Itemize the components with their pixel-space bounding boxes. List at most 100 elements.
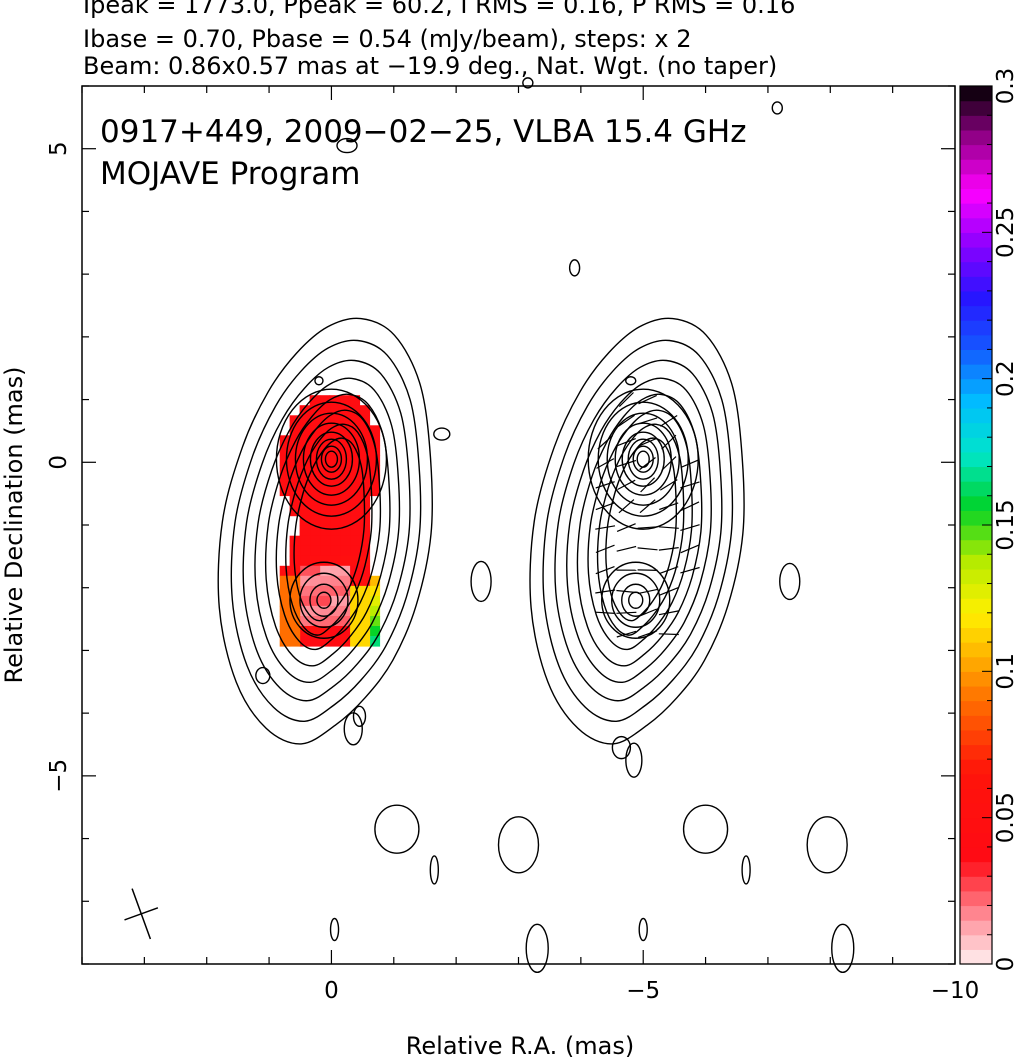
colorbar-segment — [960, 364, 992, 380]
evpa-tick — [617, 414, 635, 427]
y-tick-label: 5 — [46, 141, 72, 156]
polarization-pixel — [319, 395, 331, 406]
noise-contour — [470, 560, 492, 603]
colorbar-segment — [960, 320, 992, 336]
evpa-tick — [640, 477, 656, 493]
polarization-pixel — [369, 455, 381, 466]
colorbar-segment — [960, 642, 992, 658]
right-panel-contours — [529, 317, 745, 745]
polarization-pixel — [289, 475, 301, 487]
polarization-pixel — [299, 435, 311, 446]
core-contour — [587, 388, 699, 530]
core-contour — [324, 450, 339, 468]
x-axis-label: Relative R.A. (mas) — [406, 1032, 634, 1060]
colorbar-segment — [960, 276, 992, 292]
polarization-pixel — [309, 555, 321, 567]
polarization-pixel — [299, 595, 311, 607]
polarization-pixel — [309, 455, 321, 466]
y-tick-label: 0 — [46, 455, 72, 470]
evpa-tick — [595, 481, 615, 489]
polarization-pixel — [349, 616, 361, 627]
evpa-tick — [595, 589, 616, 594]
colorbar-segment — [960, 773, 992, 789]
colorbar-tick-label: 0.05 — [993, 792, 1019, 843]
polarization-pixel — [339, 425, 351, 436]
polarization-pixel — [299, 555, 311, 567]
polarization-pixel — [359, 475, 371, 487]
polarization-pixel — [319, 535, 331, 547]
polarization-pixel — [319, 475, 331, 487]
jet-knot-contour — [601, 561, 671, 639]
polarization-pixel — [309, 475, 321, 487]
core-contour — [636, 450, 650, 468]
polarization-pixel — [359, 616, 371, 627]
polarization-pixel — [289, 495, 301, 507]
polarization-pixel — [299, 505, 311, 517]
polarization-pixel — [299, 535, 311, 547]
evpa-tick — [680, 524, 700, 531]
intensity-contour — [554, 359, 723, 702]
polarization-pixel — [329, 555, 341, 567]
polarization-pixel — [289, 595, 301, 607]
polarization-pixel — [309, 616, 321, 627]
evpa-tick — [680, 544, 700, 554]
polarization-pixel — [289, 545, 301, 557]
polarization-pixel — [329, 545, 341, 557]
colorbar-segment — [960, 100, 992, 116]
polarization-pixel — [349, 585, 361, 597]
polarization-pixel — [309, 435, 321, 446]
jet-knot-contour — [621, 583, 651, 617]
evpa-tick — [680, 481, 700, 489]
colorbar-segment — [960, 598, 992, 614]
noise-contour — [741, 855, 751, 885]
chart-subtitle: MOJAVE Program — [100, 156, 360, 192]
colorbar-segment — [960, 568, 992, 585]
noise-contour — [525, 923, 549, 974]
evpa-tick — [658, 547, 679, 551]
polarization-pixel — [319, 616, 331, 627]
polarization-pixel — [279, 575, 291, 587]
noise-contour — [255, 666, 271, 685]
polarization-pixel — [299, 545, 311, 557]
polarization-pixel — [349, 525, 361, 537]
polarization-pixel — [349, 475, 361, 487]
evpa-tick — [616, 438, 636, 447]
polarization-pixel — [319, 605, 331, 617]
polarization-pixel — [339, 626, 351, 637]
evpa-tick — [637, 630, 658, 638]
polarization-pixel — [349, 545, 361, 557]
evpa-tick — [595, 502, 615, 511]
polarization-pixel — [299, 616, 311, 627]
colorbar-segment — [960, 232, 992, 248]
evpa-tick — [616, 545, 637, 552]
polarization-pixel — [299, 405, 311, 416]
noise-contour — [429, 855, 440, 885]
polarization-pixel — [369, 616, 381, 627]
polarization-pixel — [349, 395, 361, 406]
polarization-pixel — [309, 535, 321, 547]
polarization-pixel — [349, 575, 361, 587]
colorbar-segment — [960, 290, 992, 307]
evpa-tick — [637, 417, 658, 425]
polarization-pixel — [359, 405, 371, 416]
polarization-pixel — [339, 585, 351, 597]
colorbar-segment — [960, 715, 992, 731]
polarization-pixel — [319, 425, 331, 436]
core-contour — [285, 401, 378, 517]
polarization-pixel — [309, 595, 321, 607]
polarization-pixel — [329, 475, 341, 487]
polarization-pixel — [309, 585, 321, 597]
polarization-pixel — [369, 605, 381, 617]
polarization-pixel — [359, 485, 371, 497]
polarization-pixel — [279, 565, 291, 577]
noise-contour — [352, 705, 367, 727]
x-tick-label: −5 — [626, 978, 660, 1004]
colorbar-segment — [960, 788, 992, 804]
polarization-pixel — [279, 485, 291, 497]
evpa-tick — [658, 610, 679, 616]
polarization-pixel — [349, 445, 361, 456]
polarization-pixel — [359, 605, 371, 617]
polarization-pixel — [319, 445, 331, 456]
core-contour — [309, 431, 354, 487]
polarization-pixel — [359, 595, 371, 607]
